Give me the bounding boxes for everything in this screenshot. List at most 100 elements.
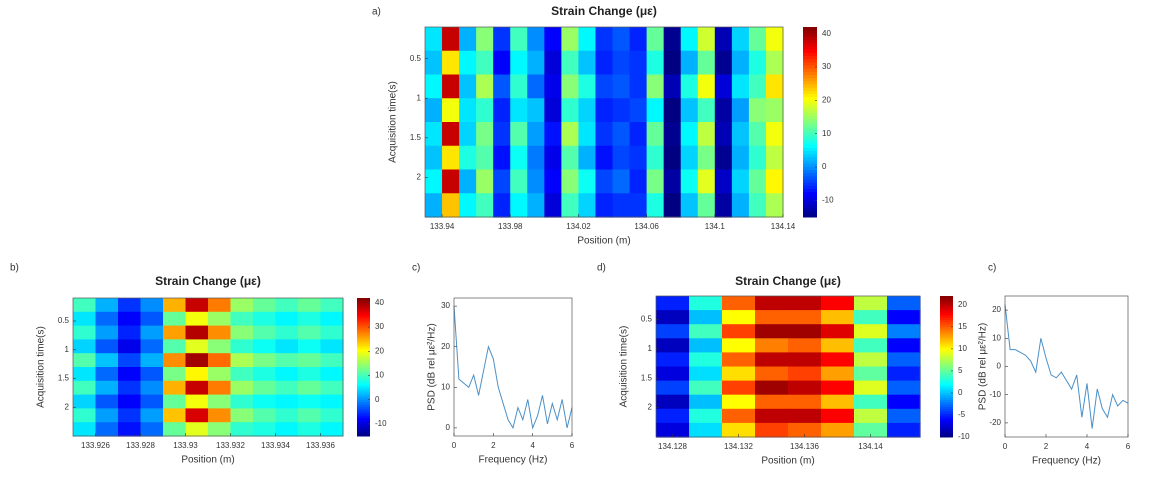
- heatmap-cell: [595, 98, 614, 123]
- heatmap-cell: [459, 169, 477, 194]
- heatmap-cell: [656, 352, 690, 368]
- colorbar-segment: [803, 160, 817, 164]
- colorbar-segment: [357, 318, 370, 322]
- heatmap-cell: [544, 50, 562, 76]
- heatmap-cell: [755, 380, 789, 396]
- heatmap-cell: [656, 380, 690, 396]
- colorbar-segment: [803, 58, 817, 63]
- heatmap-cell: [722, 310, 756, 325]
- heatmap-cell: [510, 145, 528, 171]
- heatmap-cell: [140, 408, 164, 423]
- heatmap-cell: [689, 310, 723, 325]
- x-tick-label: 2: [491, 441, 496, 450]
- colorbar-tick-label: 20: [958, 300, 967, 309]
- colorbar-segment: [357, 316, 370, 320]
- heatmap-cell: [765, 169, 784, 194]
- heatmap-cell: [493, 122, 511, 147]
- heatmap-cell: [95, 394, 119, 409]
- colorbar-segment: [357, 314, 370, 317]
- heatmap-cell: [755, 310, 789, 325]
- x-axis-label: Position (m): [577, 236, 630, 247]
- heatmap-cell: [527, 50, 545, 76]
- heatmap-cell: [95, 380, 119, 396]
- y-tick-label: 0: [997, 362, 1002, 371]
- heatmap-cell: [95, 298, 119, 313]
- heatmap-cell: [689, 324, 723, 339]
- x-tick-label: 133.928: [126, 441, 155, 450]
- heatmap-cell: [230, 339, 254, 354]
- colorbar-segment: [940, 354, 953, 358]
- heatmap-cell: [714, 145, 733, 171]
- heatmap-cell: [854, 380, 888, 396]
- y-tick-label: 1.5: [58, 374, 70, 383]
- colorbar-segment: [940, 331, 953, 335]
- heatmap-cell: [680, 145, 699, 171]
- heatmap-cell: [476, 50, 494, 76]
- heatmap-cell: [544, 98, 562, 123]
- heatmap-cell: [887, 408, 921, 424]
- heatmap-cell: [73, 367, 97, 382]
- heatmap-cell: [578, 193, 597, 218]
- heatmap-cell: [689, 338, 723, 353]
- heatmap-cell: [298, 367, 322, 382]
- heatmap-cell: [208, 408, 232, 423]
- heatmap-cell: [663, 193, 682, 218]
- heatmap-cell: [527, 169, 545, 194]
- panel-label: c): [988, 263, 996, 274]
- heatmap-cell: [275, 311, 299, 327]
- y-tick-label: -10: [989, 390, 1001, 399]
- panel-label: c): [412, 263, 420, 274]
- heatmap-cell: [275, 422, 299, 437]
- heatmap-cell: [95, 367, 119, 382]
- heatmap-cell: [163, 339, 187, 354]
- heatmap-cell: [748, 145, 767, 171]
- colorbar-tick-label: 15: [958, 322, 967, 331]
- colorbar-segment: [357, 390, 370, 393]
- heatmap-cell: [646, 50, 665, 76]
- colorbar-segment: [940, 399, 953, 403]
- x-tick-label: 0: [1003, 442, 1008, 451]
- heatmap-cell: [788, 380, 822, 396]
- heatmap-cell: [95, 353, 119, 368]
- heatmap-cell: [510, 27, 528, 52]
- heatmap-cell: [656, 366, 690, 382]
- heatmap-cell: [689, 422, 723, 438]
- heatmap-cell: [163, 325, 187, 340]
- x-tick-label: 2: [1044, 442, 1049, 451]
- heatmap-cell: [722, 324, 756, 339]
- heatmap-cell: [578, 27, 597, 52]
- heatmap-cell: [722, 366, 756, 382]
- heatmap-cell: [230, 311, 254, 327]
- heatmap-cell: [854, 408, 888, 424]
- colorbar-segment: [357, 357, 370, 361]
- colorbar-segment: [940, 427, 953, 431]
- colorbar-segment: [940, 429, 953, 433]
- heatmap-cell: [646, 193, 665, 218]
- colorbar-segment: [803, 198, 817, 202]
- heatmap-cell: [765, 193, 784, 218]
- psd-line: [453, 306, 573, 430]
- colorbar-segment: [940, 404, 953, 407]
- heatmap-cell: [697, 98, 716, 123]
- heatmap-cell: [95, 325, 119, 340]
- colorbar-tick-label: -10: [822, 195, 834, 204]
- colorbar-segment: [803, 191, 817, 196]
- heatmap-cell: [544, 74, 562, 99]
- heatmap-cell: [887, 422, 921, 438]
- colorbar-tick-label: 40: [822, 29, 831, 38]
- heatmap-cell: [185, 380, 209, 396]
- heatmap-cell: [163, 311, 187, 327]
- heatmap-cell: [854, 422, 888, 438]
- heatmap-cell: [425, 27, 443, 52]
- heatmap-cell: [646, 145, 665, 171]
- heatmap-cell: [722, 422, 756, 438]
- colorbar-tick-label: 0: [375, 395, 380, 404]
- heatmap-cell: [714, 122, 733, 147]
- y-tick-label: -20: [989, 418, 1001, 427]
- y-tick-label: 1: [648, 344, 653, 353]
- y-tick-label: 1.5: [410, 133, 422, 142]
- heatmap-cell: [253, 367, 277, 382]
- colorbar-segment: [803, 153, 817, 158]
- colorbar-tick-label: 0: [958, 388, 963, 397]
- colorbar-segment: [803, 84, 817, 88]
